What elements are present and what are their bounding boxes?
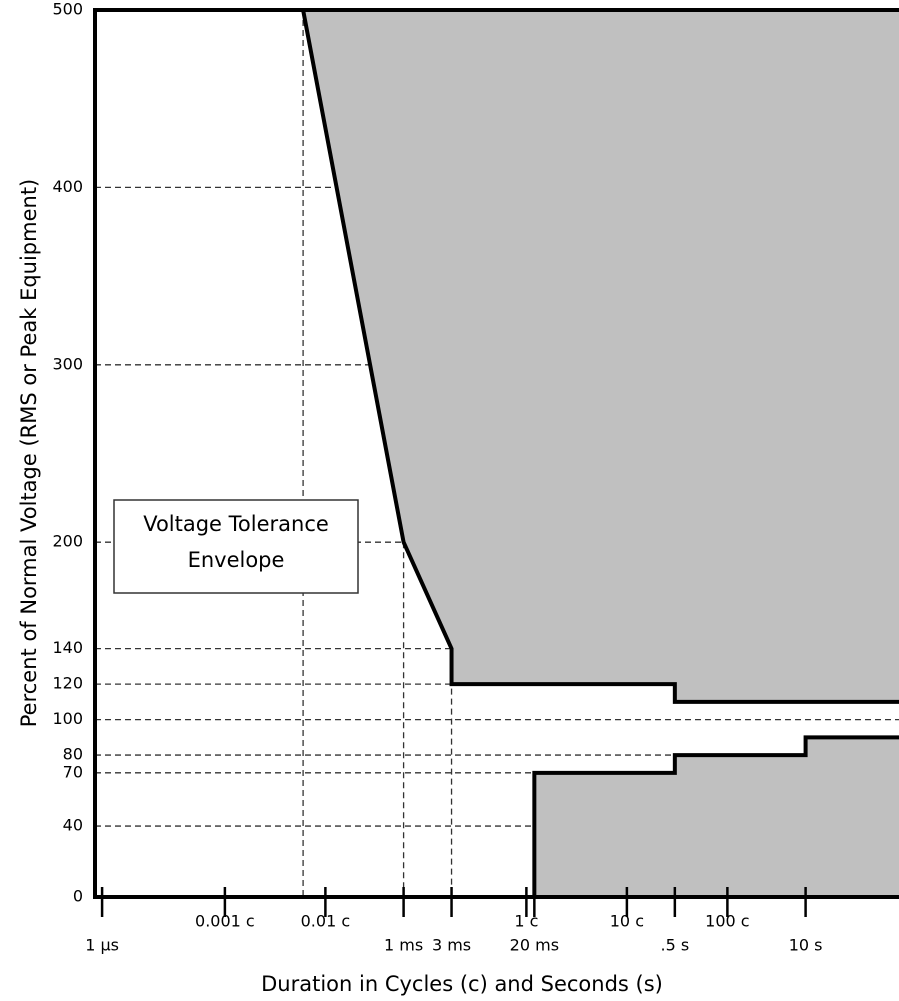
region <box>534 737 899 897</box>
x-tick-label: 1 c <box>514 912 538 931</box>
x-tick-label: 3 ms <box>432 936 471 955</box>
envelope-line <box>301 9 899 704</box>
x-tick-label: 10 c <box>610 912 644 931</box>
y-tick-label: 400 <box>52 177 83 196</box>
x-tick-label: 0.001 c <box>195 912 255 931</box>
y-tick-label: 120 <box>52 674 83 693</box>
y-tick-label: 0 <box>73 887 83 906</box>
y-tick-label: 300 <box>52 354 83 373</box>
y-tick-label: 500 <box>52 0 83 19</box>
annotation-text: Voltage Tolerance <box>143 512 329 536</box>
x-tick-label: 1 ms <box>384 936 423 955</box>
y-axis-label: Percent of Normal Voltage (RMS or Peak E… <box>17 179 41 728</box>
y-tick-label: 70 <box>63 762 83 781</box>
x-tick-label: 0.01 c <box>301 912 351 931</box>
annotation: Voltage Tolerance Envelope <box>113 499 359 594</box>
x-tick-label: 20 ms <box>510 936 559 955</box>
envelope-line <box>532 735 899 897</box>
annotation-box <box>113 499 359 594</box>
annotation-text: Envelope <box>188 548 285 572</box>
x-tick-label: 1 µs <box>85 936 119 955</box>
y-tick-label: 80 <box>63 745 83 764</box>
y-tick-label: 140 <box>52 638 83 657</box>
x-axis-label: Duration in Cycles (c) and Seconds (s) <box>261 972 663 996</box>
x-tick-label: .5 s <box>660 936 689 955</box>
x-tick-label: 100 c <box>705 912 749 931</box>
region <box>303 10 899 702</box>
x-tick-label: 10 s <box>789 936 823 955</box>
y-tick-label: 40 <box>63 816 83 835</box>
y-tick-label: 200 <box>52 532 83 551</box>
y-tick-label: 100 <box>52 709 83 728</box>
